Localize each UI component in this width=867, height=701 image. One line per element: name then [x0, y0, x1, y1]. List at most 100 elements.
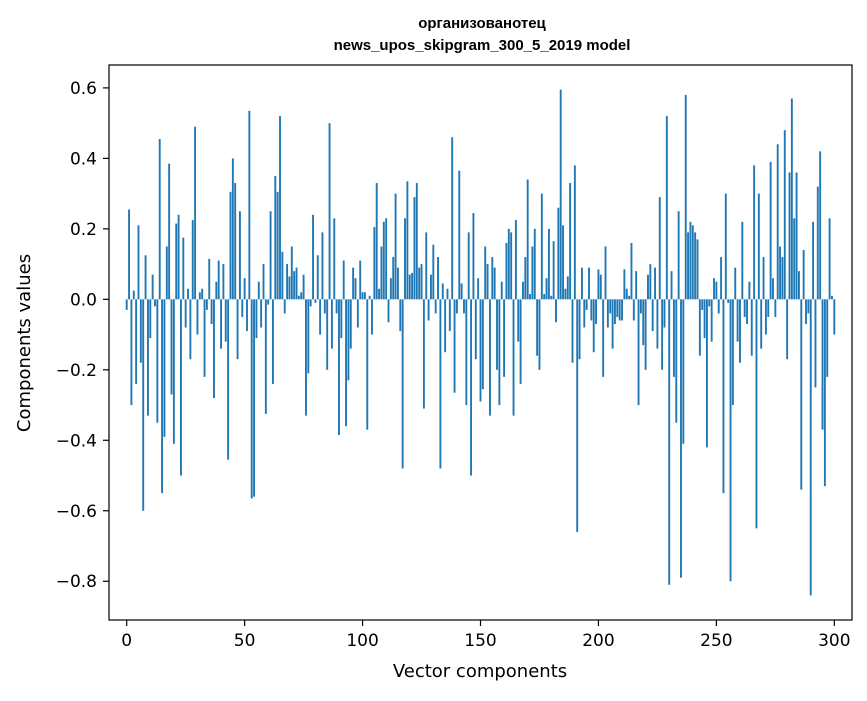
bar [260, 299, 263, 328]
bar [514, 220, 517, 300]
bar [205, 299, 208, 310]
bar [413, 197, 416, 300]
bar [257, 281, 260, 300]
bar [460, 283, 463, 300]
bar [779, 246, 782, 300]
bar [397, 267, 399, 300]
bar [628, 295, 631, 300]
bar [689, 221, 692, 300]
bar [180, 299, 182, 476]
bars-group [125, 89, 836, 596]
bar [557, 207, 560, 300]
bar [538, 299, 541, 370]
bar [764, 299, 767, 335]
bar [267, 299, 270, 305]
bar [753, 165, 756, 300]
plot-frame [108, 64, 853, 621]
bar [154, 299, 156, 307]
bar [642, 299, 645, 346]
bar [189, 299, 192, 360]
bar [479, 299, 482, 402]
y-tick-label: 0.2 [70, 220, 97, 240]
bar [741, 221, 744, 300]
bar [269, 211, 272, 300]
bar [800, 299, 803, 490]
bar [658, 197, 661, 300]
bar [819, 151, 822, 300]
bar [675, 299, 678, 423]
bar [547, 228, 550, 300]
bar [335, 299, 338, 314]
bar [760, 299, 763, 349]
bar [637, 299, 640, 406]
bar [614, 299, 616, 324]
bar [330, 299, 333, 349]
bar [432, 244, 435, 300]
bar [149, 299, 152, 339]
bar [286, 264, 289, 300]
bar [156, 299, 159, 423]
bar [809, 299, 812, 596]
bar [807, 299, 810, 314]
bar [708, 299, 711, 307]
bar [472, 213, 475, 300]
bar [597, 269, 600, 300]
bar [661, 299, 664, 370]
bar [243, 278, 246, 300]
bar [170, 299, 173, 395]
bar [588, 267, 590, 300]
bar [406, 181, 409, 300]
bar [297, 295, 300, 300]
bar [793, 218, 796, 300]
bar [684, 94, 687, 300]
bar [710, 299, 713, 342]
x-axis-ticks: 0 50 100 150 200 250 300 [121, 620, 851, 651]
bar [323, 299, 326, 314]
bar [241, 299, 244, 317]
bar [734, 267, 737, 300]
bar [609, 299, 612, 314]
bar [564, 288, 567, 300]
bar [562, 225, 564, 300]
bar [234, 183, 237, 300]
bar [769, 161, 772, 300]
bar [555, 299, 557, 323]
bar [139, 299, 142, 363]
bar [347, 299, 350, 381]
bar [451, 137, 454, 300]
bar [828, 218, 831, 300]
bar [224, 299, 227, 342]
bar [151, 274, 154, 300]
bar [283, 299, 286, 314]
bar [623, 269, 626, 300]
bar [573, 165, 576, 300]
bar [536, 299, 539, 356]
bar [361, 292, 364, 300]
bar [385, 218, 388, 300]
bar [630, 242, 633, 300]
bar [576, 299, 579, 532]
bar [328, 123, 331, 300]
bar [220, 299, 222, 349]
bar [378, 288, 381, 300]
x-tick-label: 300 [818, 631, 850, 651]
x-tick-label: 50 [234, 631, 256, 651]
bar [731, 299, 734, 406]
bar [319, 299, 322, 335]
bar [467, 232, 470, 300]
bar [580, 267, 583, 300]
bar [203, 299, 206, 377]
bar [559, 89, 562, 300]
bar [342, 260, 345, 300]
bar [663, 299, 666, 328]
bar [420, 264, 423, 300]
bar [135, 299, 138, 384]
bar [651, 299, 654, 332]
bar [222, 264, 225, 300]
bar [168, 163, 171, 300]
x-tick-label: 250 [700, 631, 732, 651]
bar [415, 183, 418, 300]
y-tick-label: 0.4 [70, 149, 97, 169]
bar [172, 299, 175, 444]
bar [430, 274, 432, 300]
